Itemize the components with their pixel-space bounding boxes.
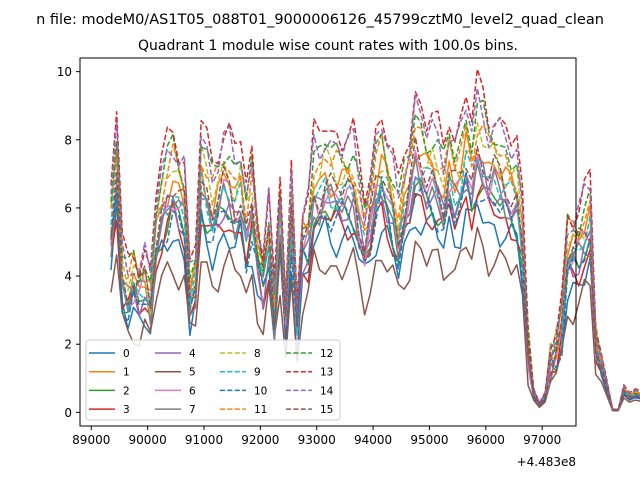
legend-box xyxy=(85,339,341,421)
series-line-12 xyxy=(110,99,640,411)
series-line-10 xyxy=(110,172,640,411)
x-axis: 89000 90000 91000 92000 93000 94000 95000 96000… xyxy=(72,426,561,447)
y-tick-label: 2 xyxy=(64,338,72,352)
legend-label: 8 xyxy=(254,348,261,360)
y-tick-label: 10 xyxy=(57,65,72,79)
legend-label: 14 xyxy=(320,385,334,397)
legend-label: 0 xyxy=(123,348,130,360)
legend-label: 7 xyxy=(189,404,196,416)
x-tick-label: 94000 xyxy=(354,433,392,447)
series-line-5 xyxy=(110,226,640,412)
x-tick-label: 93000 xyxy=(298,433,336,447)
legend-label: 6 xyxy=(189,385,196,397)
figure-suptitle: n file: modeM0/AS1T05_088T01_9000006126_… xyxy=(36,12,604,28)
y-tick-label: 0 xyxy=(64,406,72,420)
y-tick-label: 4 xyxy=(64,270,72,284)
chart-title: Quadrant 1 module wise count rates with … xyxy=(138,38,518,54)
series-line-8 xyxy=(110,121,640,411)
legend-label: 15 xyxy=(320,404,333,416)
legend-label: 10 xyxy=(254,385,267,397)
legend-label: 9 xyxy=(254,367,261,379)
legend-label: 4 xyxy=(189,348,196,360)
x-tick-label: 90000 xyxy=(129,433,167,447)
legend-label: 2 xyxy=(123,385,130,397)
y-tick-label: 8 xyxy=(64,133,72,147)
series-line-14 xyxy=(110,87,640,411)
legend-label: 3 xyxy=(123,404,130,416)
x-tick-label: 89000 xyxy=(72,433,110,447)
x-tick-label: 92000 xyxy=(241,433,279,447)
x-tick-label: 95000 xyxy=(410,433,448,447)
axes-frame xyxy=(79,57,577,427)
legend-label: 5 xyxy=(189,367,196,379)
legend-label: 11 xyxy=(254,404,267,416)
series-line-9 xyxy=(110,149,640,411)
series-line-3 xyxy=(110,181,640,411)
y-axis: 0 2 4 6 8 10 xyxy=(57,65,80,420)
legend-label: 12 xyxy=(320,348,333,360)
y-tick-label: 6 xyxy=(64,201,72,215)
x-tick-label: 96000 xyxy=(467,433,505,447)
x-tick-label: 97000 xyxy=(523,433,561,447)
legend-label: 13 xyxy=(320,367,333,379)
x-axis-offset-label: +4.483e8 xyxy=(517,455,576,469)
legend-label: 1 xyxy=(123,367,130,379)
series-line-15 xyxy=(110,136,640,411)
plot-area xyxy=(110,68,640,412)
series-line-13 xyxy=(110,68,640,410)
x-tick-label: 91000 xyxy=(185,433,223,447)
